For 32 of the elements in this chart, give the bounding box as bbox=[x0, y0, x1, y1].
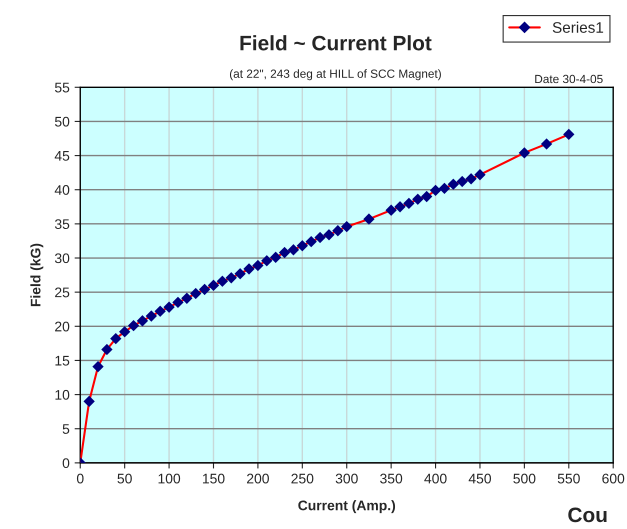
y-tick-label: 25 bbox=[55, 287, 70, 298]
y-tick-label: 40 bbox=[54, 185, 70, 195]
x-tick-label: 150 bbox=[202, 474, 225, 484]
x-tick-label: 300 bbox=[336, 474, 358, 484]
x-tick-label: 550 bbox=[558, 474, 580, 484]
x-tick-label: 600 bbox=[602, 474, 624, 484]
chart-title: Field ~ Current Plot bbox=[240, 35, 432, 50]
text: Date 30-4-05 bbox=[535, 74, 603, 84]
y-axis-title: Field (kG) bbox=[30, 244, 44, 306]
y-tick-label: 0 bbox=[62, 458, 70, 468]
y-tick-label: 30 bbox=[54, 253, 70, 264]
legend-label: Series1 bbox=[552, 22, 604, 33]
y-tick-label: 5 bbox=[62, 424, 70, 434]
y-tick-label: 45 bbox=[54, 151, 70, 161]
text: Cou bbox=[568, 507, 607, 522]
x-tick-label: 0 bbox=[76, 474, 84, 484]
x-tick-label: 200 bbox=[247, 474, 269, 484]
y-tick-label: 15 bbox=[55, 356, 70, 366]
y-tick-label: 20 bbox=[55, 322, 70, 332]
y-tick-label: 50 bbox=[54, 116, 70, 127]
y-tick-label: 10 bbox=[55, 390, 70, 400]
x-axis-title: Current (Amp.) bbox=[298, 500, 396, 514]
y-tick-label: 35 bbox=[54, 219, 70, 230]
chart-subtitle: (at 22", 243 deg at HILL of SCC Magnet) bbox=[230, 69, 441, 80]
x-tick-label: 400 bbox=[424, 474, 447, 484]
x-tick-label: 450 bbox=[468, 474, 492, 484]
x-tick-label: 50 bbox=[118, 474, 132, 484]
x-tick-label: 500 bbox=[513, 474, 536, 484]
x-tick-label: 350 bbox=[380, 474, 402, 484]
x-tick-label: 250 bbox=[291, 474, 314, 484]
y-tick-label: 55 bbox=[54, 82, 70, 92]
x-tick-label: 100 bbox=[158, 474, 180, 484]
